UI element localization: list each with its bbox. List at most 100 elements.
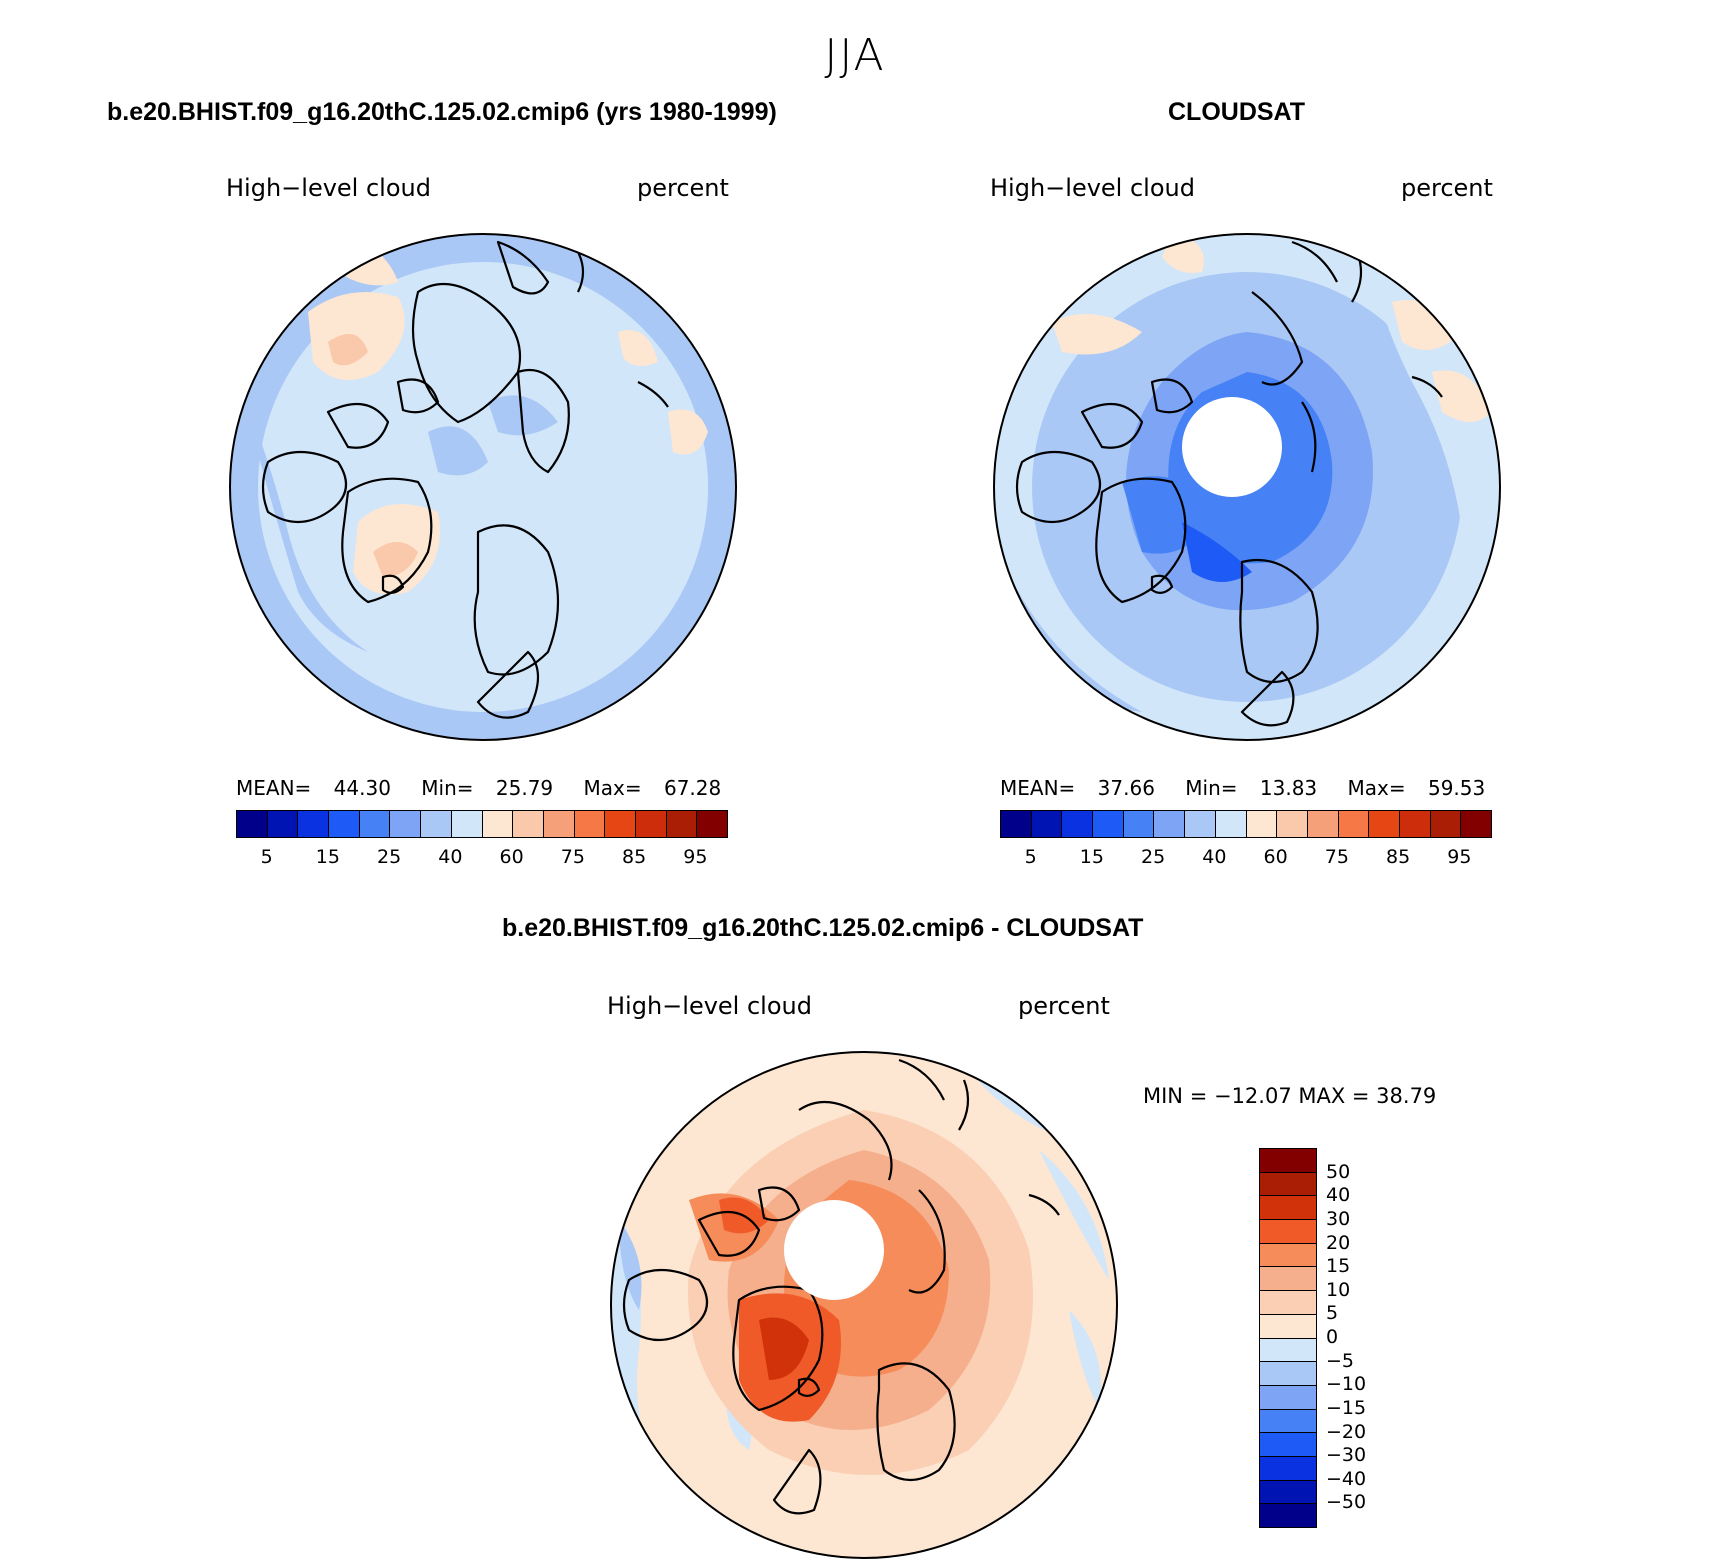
colorbar-swatch: [1001, 811, 1032, 837]
colorbar-swatch: [1260, 1220, 1316, 1244]
colorbar-swatch: [1185, 811, 1216, 837]
colorbar-swatch: [1260, 1314, 1316, 1339]
colorbar-swatch: [1260, 1385, 1316, 1410]
colorbar-swatch: [1260, 1433, 1316, 1457]
colorbar-swatch: [1260, 1243, 1316, 1268]
colorbar-swatch: [359, 811, 391, 837]
diff-panel-title: b.e20.BHIST.f09_g16.20thC.125.02.cmip6 -…: [502, 914, 1144, 942]
model-colorbar: [236, 810, 728, 838]
colorbar-tick-label: −50: [1326, 1491, 1367, 1514]
colorbar-tick-label: 5: [1024, 846, 1037, 868]
model-mean-label: MEAN=: [236, 776, 312, 800]
model-polar-map: [228, 232, 738, 742]
colorbar-swatch: [1260, 1196, 1316, 1221]
colorbar-swatch: [237, 811, 268, 837]
colorbar-swatch: [513, 811, 544, 837]
obs-mean-label: MEAN=: [1000, 776, 1076, 800]
colorbar-swatch: [1399, 811, 1431, 837]
colorbar-tick-label: 15: [1326, 1255, 1351, 1278]
colorbar-tick-label: 95: [683, 846, 708, 868]
diff-units-label: percent: [1018, 992, 1110, 1020]
diff-polar-map: [609, 1050, 1119, 1560]
colorbar-swatch: [1430, 811, 1462, 837]
colorbar-tick-label: 85: [622, 846, 647, 868]
colorbar-swatch: [1062, 811, 1094, 837]
colorbar-swatch: [267, 811, 299, 837]
model-max-value: 67.28: [663, 776, 722, 800]
colorbar-tick-label: 60: [499, 846, 524, 868]
colorbar-swatch: [1260, 1456, 1316, 1481]
colorbar-swatch: [451, 811, 483, 837]
colorbar-tick-label: 15: [315, 846, 340, 868]
colorbar-swatch: [605, 811, 636, 837]
model-panel-title: b.e20.BHIST.f09_g16.20thC.125.02.cmip6 (…: [107, 98, 777, 126]
colorbar-swatch: [329, 811, 360, 837]
diff-colorbar: [1259, 1148, 1317, 1528]
obs-min-label: Min=: [1185, 776, 1238, 800]
colorbar-tick-label: 25: [1141, 846, 1166, 868]
diff-variable-label: High−level cloud: [607, 992, 812, 1020]
colorbar-tick-label: −15: [1326, 1396, 1367, 1419]
colorbar-tick-label: 0: [1326, 1326, 1339, 1348]
model-mean-value: 44.30: [333, 776, 391, 800]
colorbar-swatch: [1260, 1504, 1316, 1527]
colorbar-swatch: [1260, 1149, 1316, 1173]
model-min-label: Min=: [421, 776, 474, 800]
colorbar-swatch: [1260, 1409, 1316, 1434]
obs-mean-value: 37.66: [1097, 776, 1155, 800]
colorbar-tick-label: 95: [1447, 846, 1472, 868]
colorbar-swatch: [635, 811, 667, 837]
colorbar-swatch: [1215, 811, 1247, 837]
colorbar-swatch: [543, 811, 575, 837]
colorbar-swatch: [1260, 1480, 1316, 1505]
model-variable-label: High−level cloud: [226, 174, 431, 202]
obs-polar-map: [992, 232, 1502, 742]
colorbar-tick-label: 40: [1326, 1184, 1351, 1207]
colorbar-swatch: [1093, 811, 1124, 837]
colorbar-swatch: [666, 811, 698, 837]
colorbar-swatch: [390, 811, 422, 837]
model-max-label: Max=: [583, 776, 642, 800]
colorbar-swatch: [1246, 811, 1278, 837]
colorbar-swatch: [482, 811, 514, 837]
obs-units-label: percent: [1401, 174, 1493, 202]
colorbar-swatch: [1154, 811, 1186, 837]
obs-max-value: 59.53: [1427, 776, 1486, 800]
colorbar-swatch: [298, 811, 330, 837]
colorbar-tick-label: −20: [1326, 1420, 1367, 1443]
obs-colorbar: [1000, 810, 1492, 838]
obs-stats: MEAN= 37.66 Min= 13.83 Max= 59.53: [1000, 776, 1485, 800]
colorbar-tick-label: −40: [1326, 1467, 1367, 1490]
colorbar-tick-label: 75: [560, 846, 585, 868]
colorbar-swatch: [574, 811, 606, 837]
colorbar-swatch: [1260, 1267, 1316, 1292]
colorbar-tick-label: 15: [1079, 846, 1104, 868]
colorbar-swatch: [1260, 1172, 1316, 1197]
obs-panel-title: CLOUDSAT: [1168, 98, 1306, 126]
colorbar-swatch: [1461, 811, 1491, 837]
colorbar-tick-label: 25: [377, 846, 402, 868]
season-title: JJA: [824, 30, 886, 81]
colorbar-tick-label: −5: [1326, 1349, 1355, 1372]
colorbar-tick-label: 20: [1326, 1231, 1351, 1254]
diff-minmax: MIN = −12.07 MAX = 38.79: [1143, 1084, 1437, 1108]
colorbar-tick-label: 50: [1326, 1160, 1351, 1183]
model-stats: MEAN= 44.30 Min= 25.79 Max= 67.28: [236, 776, 721, 800]
colorbar-swatch: [1260, 1362, 1316, 1386]
colorbar-swatch: [421, 811, 452, 837]
model-units-label: percent: [637, 174, 729, 202]
colorbar-tick-label: −10: [1326, 1373, 1367, 1396]
obs-variable-label: High−level cloud: [990, 174, 1195, 202]
colorbar-tick-label: 40: [438, 846, 463, 868]
obs-min-value: 13.83: [1259, 776, 1318, 800]
colorbar-tick-label: 30: [1326, 1207, 1351, 1230]
colorbar-swatch: [1277, 811, 1308, 837]
colorbar-swatch: [1307, 811, 1339, 837]
colorbar-tick-label: 75: [1324, 846, 1349, 868]
colorbar-swatch: [1123, 811, 1155, 837]
colorbar-tick-label: 60: [1263, 846, 1288, 868]
colorbar-swatch: [1260, 1338, 1316, 1363]
colorbar-swatch: [1338, 811, 1370, 837]
colorbar-swatch: [1031, 811, 1063, 837]
colorbar-tick-label: −30: [1326, 1444, 1367, 1467]
